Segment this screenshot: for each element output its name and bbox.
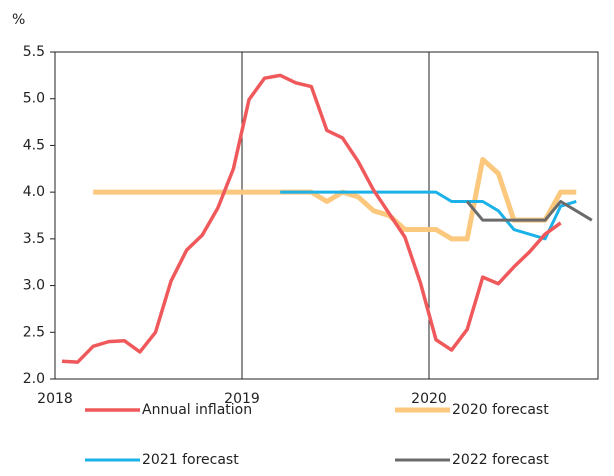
legend-label: 2021 forecast: [142, 452, 239, 468]
x-tick-label: 2018: [37, 391, 73, 407]
series-line: [466, 199, 593, 222]
series-line: [93, 156, 577, 242]
series-line: [61, 73, 562, 364]
y-tick-label: 3.5: [23, 231, 45, 247]
x-tick-label: 2019: [224, 391, 260, 407]
y-tick-label: 2.0: [23, 371, 45, 387]
y-tick-label: 4.0: [23, 184, 45, 200]
legend-label: 2020 forecast: [452, 402, 549, 418]
y-tick-label: 4.5: [23, 137, 45, 153]
legend-label: Annual inflation: [142, 402, 252, 418]
y-axis-unit: %: [12, 12, 25, 28]
legend-label: 2022 forecast: [452, 452, 549, 468]
y-tick-label: 5.0: [23, 91, 45, 107]
y-tick-label: 2.5: [23, 324, 45, 340]
x-tick-label: 2020: [411, 391, 447, 407]
y-tick-label: 5.5: [23, 44, 45, 60]
plot-frame: [54, 51, 599, 380]
series-line: [280, 190, 577, 241]
y-tick-label: 3.0: [23, 278, 45, 294]
